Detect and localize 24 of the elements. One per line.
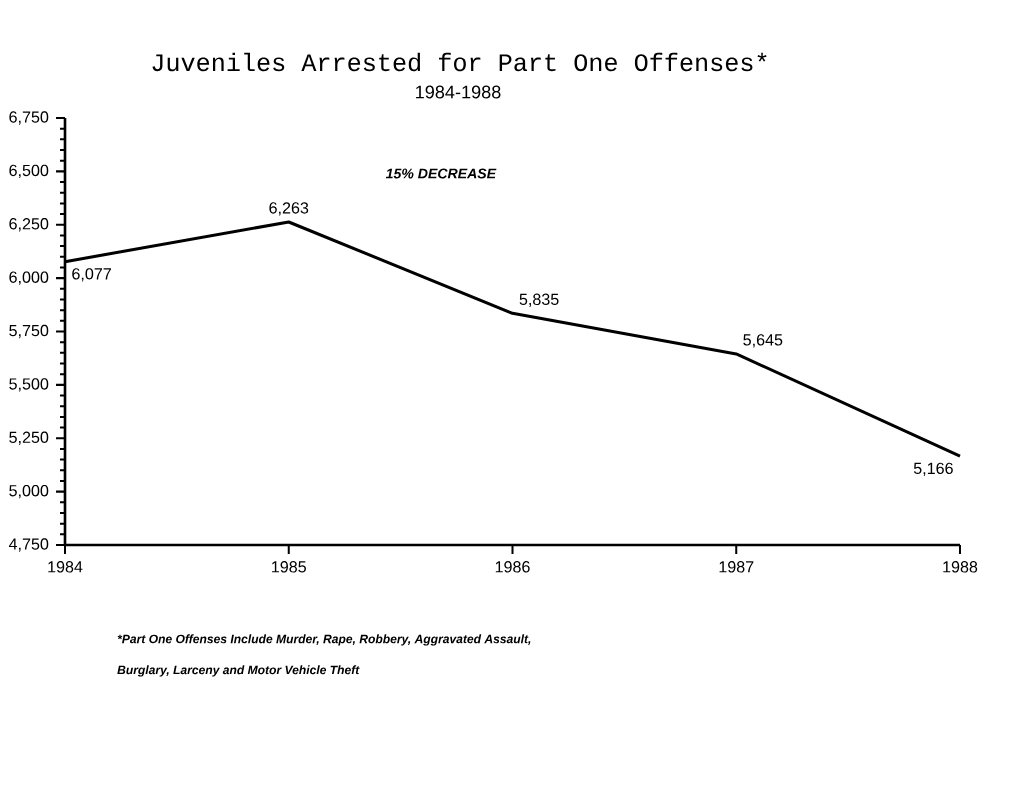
y-tick-label: 5,000 <box>9 484 49 499</box>
y-tick-label: 6,750 <box>9 111 49 125</box>
text: Burglary, Larceny and Motor Vehicle Theft <box>117 665 360 677</box>
x-tick-label: 1984 <box>48 561 83 573</box>
data-label: 6,077 <box>72 268 111 282</box>
y-tick-label: 4,750 <box>8 538 49 552</box>
data-label: 5,166 <box>913 462 953 476</box>
chart-subtitle: 1984-1988 <box>416 85 501 99</box>
x-tick-label: 1985 <box>272 561 306 573</box>
data-label: 5,835 <box>519 293 559 307</box>
y-tick-label: 5,500 <box>9 378 49 392</box>
y-tick-label: 6,000 <box>9 271 49 285</box>
x-tick-label: 1988 <box>943 561 978 573</box>
text: *Part One Offenses Include Murder, Rape, Robbery, Aggravated Assault, <box>117 634 531 646</box>
x-tick-label: 1987 <box>719 561 754 573</box>
y-tick-label: 6,500 <box>9 164 49 179</box>
y-tick-label: 5,250 <box>9 431 49 445</box>
annotation: 15% DECREASE <box>385 168 497 179</box>
chart-title: Juveniles Arrested for Part One Offenses* <box>152 52 767 72</box>
y-tick-label: 6,250 <box>9 218 49 232</box>
data-label: 5,645 <box>743 334 783 348</box>
data-label: 6,263 <box>269 202 309 216</box>
y-tick-label: 5,750 <box>9 324 49 339</box>
x-tick-label: 1986 <box>495 561 530 573</box>
